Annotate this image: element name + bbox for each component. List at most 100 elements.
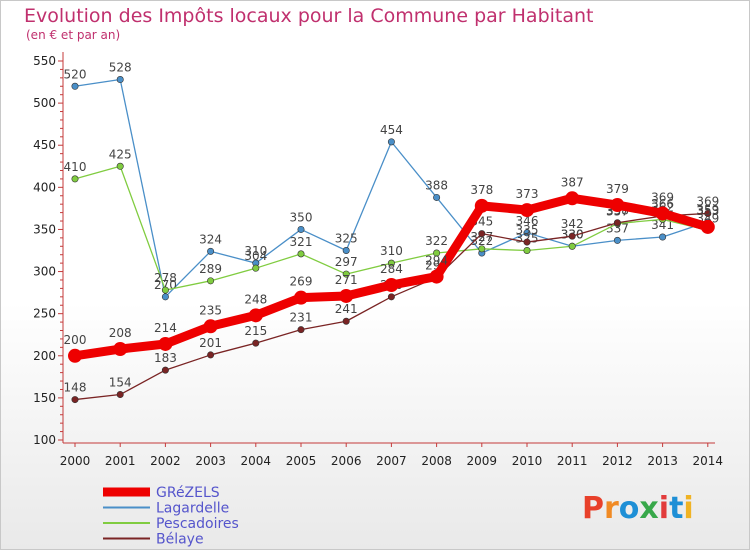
data-point [116,76,124,84]
y-tick-label: 100 [33,433,56,447]
data-label: 387 [561,175,584,189]
data-point [252,339,260,347]
data-point [565,191,580,206]
data-label: 454 [380,123,403,137]
data-label: 520 [64,67,87,81]
data-point [523,247,531,255]
data-point [342,317,350,325]
x-tick-label: 2004 [241,454,272,468]
data-label: 304 [244,249,267,263]
data-point [342,247,350,255]
data-point [655,206,670,221]
x-tick-label: 2002 [150,454,181,468]
data-label: 154 [109,376,132,390]
data-point [297,326,305,334]
legend-entry: Pescadoires [156,516,239,532]
data-point [207,247,215,255]
data-label: 183 [154,351,177,365]
data-label: 388 [425,178,448,192]
x-tick-label: 2003 [195,454,226,468]
data-label: 278 [154,271,177,285]
y-tick-label: 250 [33,307,56,321]
data-point [523,238,531,246]
data-point [613,219,621,227]
data-label: 297 [335,255,358,269]
data-point [297,250,305,258]
axes: 100 150 200 250 300 350 400 450 500 550 2000 2001 20… [33,52,723,468]
y-tick-label: 500 [33,96,56,110]
data-point [384,278,399,293]
data-point [433,249,441,257]
data-label: 214 [154,321,177,335]
data-point [387,138,395,146]
data-point [252,264,260,272]
series-grezels: 200 208 214 235 248 269 271 284 294 378 373 387 379 3… [64,175,719,363]
y-tick-label: 150 [33,391,56,405]
data-label: 366 [651,197,674,211]
data-label: 201 [199,336,222,350]
data-label: 528 [109,61,132,75]
data-point [568,242,576,250]
data-point [71,396,79,404]
data-point [700,219,715,234]
data-point [207,351,215,359]
legend-entry: GRéZELS [156,485,220,501]
y-tick-label: 200 [33,349,56,363]
logo-letter: r [604,491,619,526]
x-tick-label: 2007 [376,454,407,468]
data-label: 208 [109,326,132,340]
series-pescadoires: 4104252782893043212973103223273253303573… [64,147,719,294]
x-tick-label: 2008 [421,454,452,468]
data-point [294,290,308,305]
data-label: 378 [470,183,493,197]
data-label: 322 [470,234,493,248]
data-point [387,259,395,267]
logo-letter: x [639,491,658,526]
data-label: 379 [606,182,629,196]
data-point [161,293,169,301]
data-point [568,232,576,240]
logo-letter: i [659,491,669,526]
x-tick-label: 2013 [647,454,678,468]
data-point [474,198,489,213]
logo-letter: i [683,491,693,526]
data-label: 284 [380,262,403,276]
data-point [113,342,128,357]
data-label: 241 [335,302,358,316]
logo-letter: P [582,491,604,526]
y-tick-label: 400 [33,180,56,194]
data-label: 325 [335,232,358,246]
data-point [523,229,531,237]
data-point [161,286,169,294]
data-label: 342 [561,217,584,231]
data-label: 341 [651,218,674,232]
data-label: 324 [199,232,222,246]
data-label: 321 [290,235,313,249]
data-label: 425 [109,147,132,161]
x-tick-label: 2014 [693,454,724,468]
data-point [116,391,124,399]
x-tick-label: 2012 [602,454,633,468]
x-tick-label: 2001 [105,454,136,468]
data-point [387,293,395,301]
data-point [116,162,124,170]
data-point [478,245,486,253]
data-point [203,319,218,334]
series-layer: 5205282703243103503254543883223463303373… [64,61,719,404]
data-label: 346 [516,214,539,228]
data-label: 353 [696,204,719,218]
y-tick-label: 300 [33,265,56,279]
data-point [71,82,79,90]
chart-title: Evolution des Impôts locaux pour la Comm… [24,5,594,27]
proxiti-logo: Proxiti [582,491,694,526]
data-point [433,193,441,201]
data-label: 350 [290,210,313,224]
logo-letter: o [619,491,640,526]
data-label: 335 [516,223,539,237]
data-label: 200 [64,333,87,347]
data-point [429,269,444,284]
data-label: 325 [516,232,539,246]
data-point [68,348,82,363]
